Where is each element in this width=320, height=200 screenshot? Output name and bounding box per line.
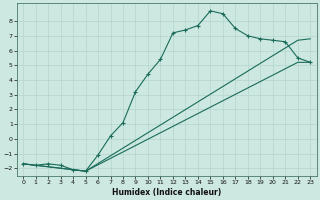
X-axis label: Humidex (Indice chaleur): Humidex (Indice chaleur): [112, 188, 221, 197]
